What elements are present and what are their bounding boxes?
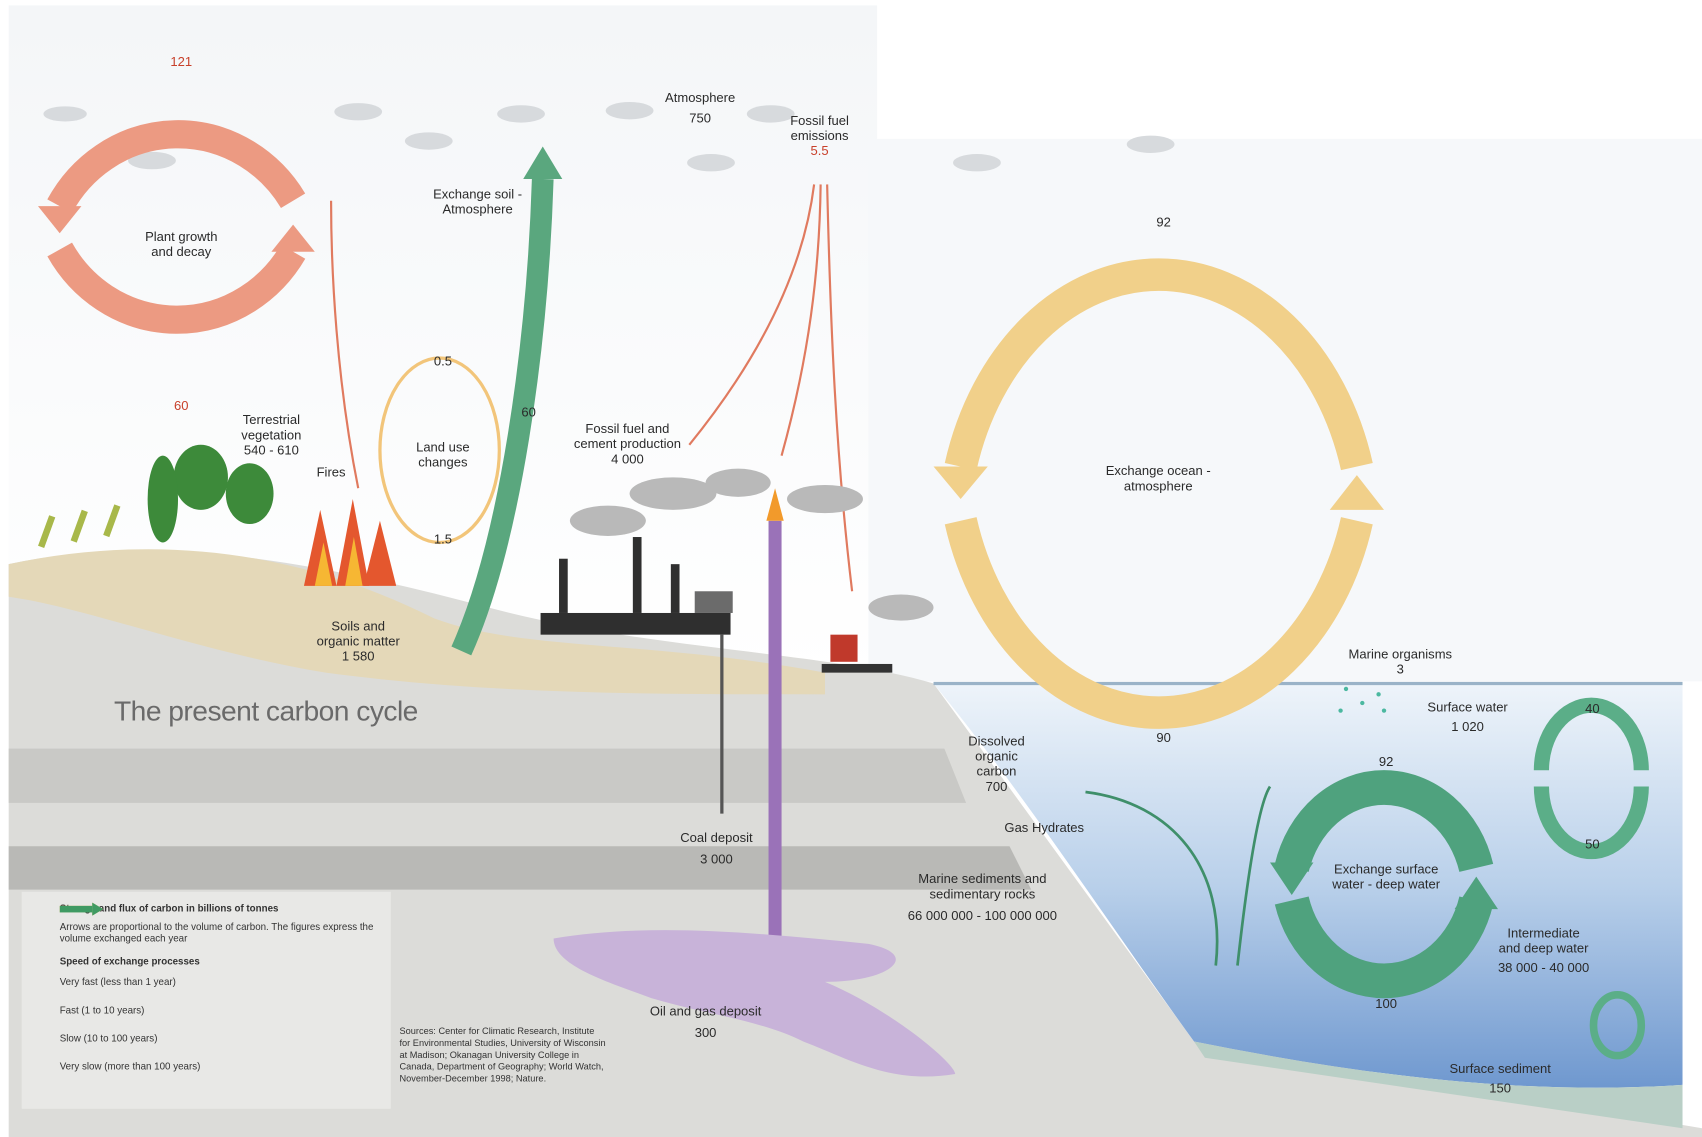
store-value: 750	[665, 111, 735, 126]
store-name: Soils and organic matter	[309, 618, 407, 648]
legend-note: Arrows are proportional to the volume of…	[60, 921, 386, 945]
flux-label: Exchange surface water - deep water	[1321, 861, 1451, 891]
store-value: 700	[956, 779, 1037, 794]
store-value: 150	[1449, 1081, 1550, 1096]
store-name: Marine sediments and sedimentary rocks	[906, 871, 1058, 901]
store-value: 38 000 - 40 000	[1495, 960, 1593, 975]
diagram: The present carbon cycle 121 Plant growt…	[0, 0, 1702, 1137]
flux-value: 121	[170, 54, 192, 69]
flux-label: Exchange soil - Atmosphere	[418, 187, 537, 217]
store-label: Surface sediment 150	[1449, 1061, 1550, 1096]
store-name: Atmosphere	[665, 90, 735, 105]
gas-hydrates-label: Gas Hydrates	[1004, 820, 1084, 835]
store-name: Dissolved organic carbon	[956, 733, 1037, 779]
source-note: Sources: Center for Climatic Research, I…	[399, 1025, 605, 1085]
store-value: 1 580	[309, 649, 407, 664]
store-name: Fossil fuel and cement production	[562, 421, 692, 451]
flux-value: 1.5	[434, 532, 452, 547]
store-label: Atmosphere 750	[665, 90, 735, 126]
store-name: Intermediate and deep water	[1495, 925, 1593, 955]
flux-value: 100	[1375, 996, 1397, 1011]
flux-name: Fossil fuel emissions	[787, 113, 852, 143]
diagram-title: The present carbon cycle	[114, 694, 418, 728]
legend-swatch	[60, 903, 103, 916]
legend-item: Slow (10 to 100 years)	[60, 1024, 386, 1052]
fires-label: Fires	[317, 464, 346, 479]
store-label: Marine sediments and sedimentary rocks 66…	[906, 871, 1058, 923]
store-value: 300	[650, 1025, 762, 1040]
flux-label: Exchange ocean - atmosphere	[1099, 463, 1218, 493]
store-value: 4 000	[562, 451, 692, 466]
store-value: 66 000 000 - 100 000 000	[906, 908, 1058, 923]
store-value: 1 020	[1427, 719, 1507, 734]
legend-item: Fast (1 to 10 years)	[60, 996, 386, 1024]
legend-text: Very fast (less than 1 year)	[60, 976, 176, 988]
store-name: Coal deposit	[680, 830, 752, 845]
store-label: Oil and gas deposit 300	[650, 1004, 762, 1041]
store-value: 540 - 610	[223, 443, 321, 458]
body: The present carbon cycle 121 Plant growt…	[0, 0, 1702, 1137]
store-label: Intermediate and deep water 38 000 - 40 0…	[1495, 925, 1593, 975]
store-value: 3	[1349, 662, 1453, 677]
store-name: Marine organisms	[1349, 647, 1453, 662]
flux-value: 40	[1585, 701, 1600, 716]
flux-value: 50	[1585, 836, 1600, 851]
flux-value: 92	[1156, 215, 1171, 230]
flux-value: 60	[521, 405, 536, 420]
store-value: 3 000	[680, 852, 752, 867]
store-name: Surface water	[1427, 700, 1507, 715]
store-label: Surface water 1 020	[1427, 700, 1507, 735]
store-name: Surface sediment	[1449, 1061, 1550, 1076]
store-name: Terrestrial vegetation	[223, 412, 321, 442]
flux-label: Land use changes	[405, 439, 481, 469]
legend: Storage and flux of carbon in billions o…	[60, 903, 386, 1081]
flux-value: 60	[174, 398, 189, 413]
flux-value: 5.5	[787, 143, 852, 158]
flux-value: 92	[1379, 754, 1394, 769]
legend-text: Slow (10 to 100 years)	[60, 1032, 158, 1044]
flux-label: Plant growth and decay	[138, 229, 225, 259]
page: The present carbon cycle { "title": "The…	[0, 0, 1702, 1137]
flux-value: 90	[1156, 730, 1171, 745]
store-label: Coal deposit 3 000	[680, 830, 752, 867]
legend-item: Very fast (less than 1 year)	[60, 968, 386, 996]
legend-speed-title: Speed of exchange processes	[60, 956, 386, 968]
flux-value: 0.5	[434, 354, 452, 369]
legend-text: Very slow (more than 100 years)	[60, 1060, 201, 1072]
legend-title: Storage and flux of carbon in billions o…	[60, 903, 386, 915]
store-name: Oil and gas deposit	[650, 1004, 762, 1019]
legend-text: Fast (1 to 10 years)	[60, 1004, 145, 1016]
legend-item: Very slow (more than 100 years)	[60, 1052, 386, 1080]
